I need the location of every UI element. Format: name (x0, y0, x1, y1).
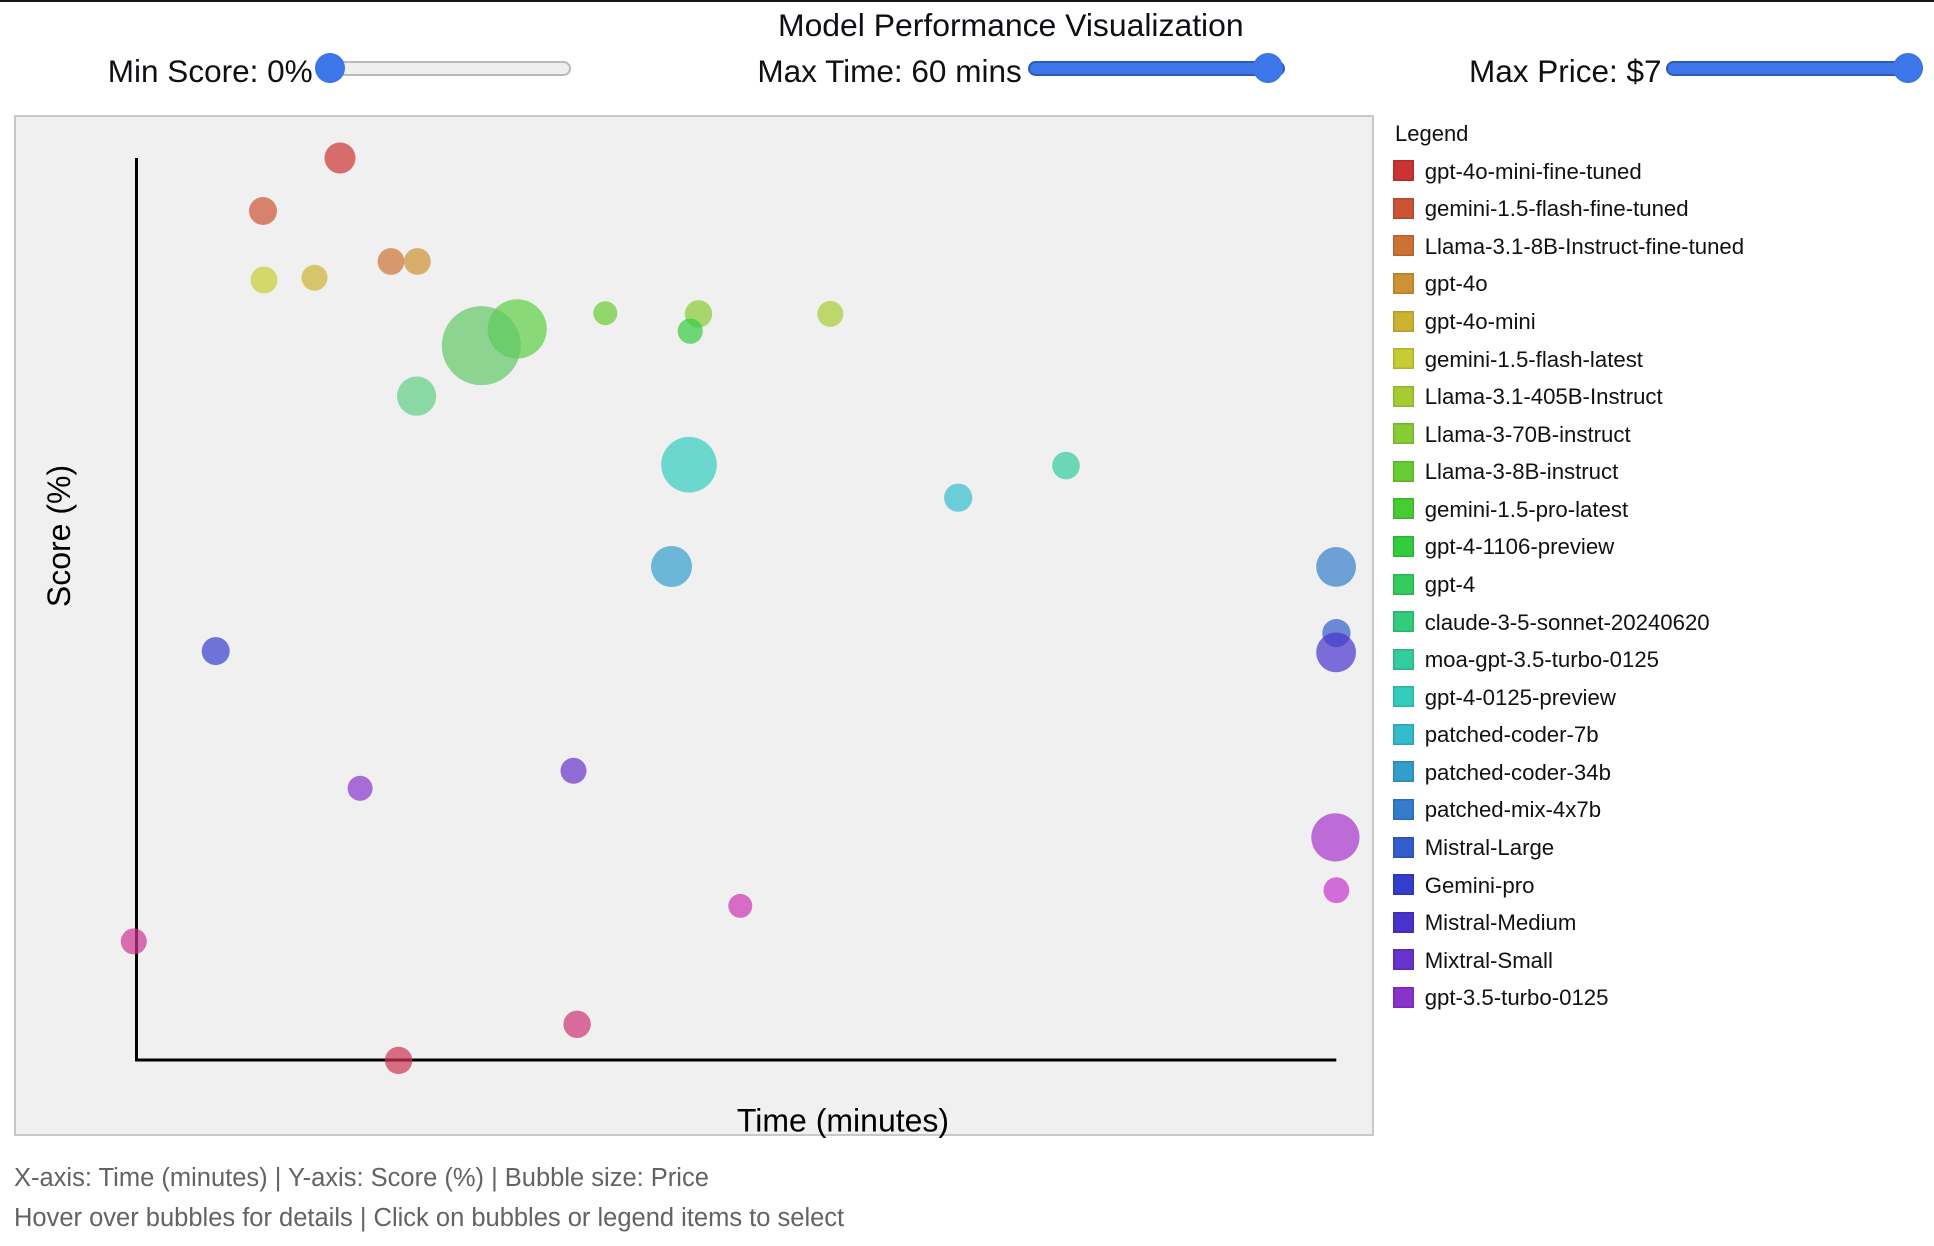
svg-text:Time (minutes): Time (minutes) (737, 1103, 949, 1139)
svg-text:Score (%): Score (%) (41, 465, 77, 607)
